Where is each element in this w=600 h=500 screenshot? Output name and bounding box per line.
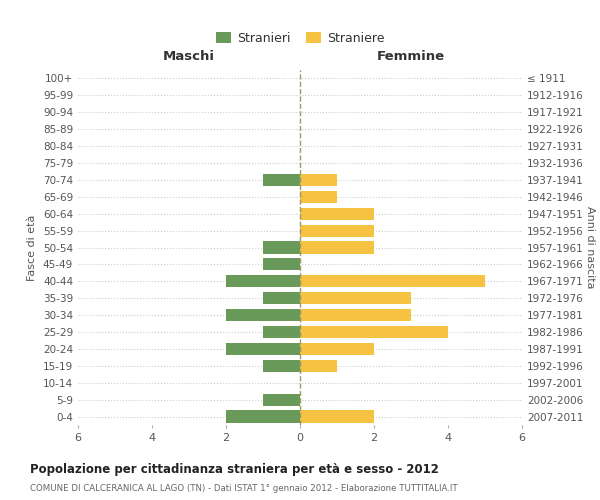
- Bar: [300, 190, 337, 203]
- Bar: [300, 326, 448, 338]
- Bar: [300, 360, 337, 372]
- Text: Maschi: Maschi: [163, 50, 215, 63]
- Bar: [300, 410, 374, 422]
- Bar: [300, 224, 374, 236]
- Bar: [263, 242, 300, 254]
- Bar: [263, 394, 300, 406]
- Bar: [226, 275, 300, 287]
- Bar: [226, 410, 300, 422]
- Bar: [300, 309, 411, 321]
- Bar: [300, 275, 485, 287]
- Bar: [300, 174, 337, 186]
- Bar: [300, 292, 411, 304]
- Text: COMUNE DI CALCERANICA AL LAGO (TN) - Dati ISTAT 1° gennaio 2012 - Elaborazione T: COMUNE DI CALCERANICA AL LAGO (TN) - Dat…: [30, 484, 458, 493]
- Legend: Stranieri, Straniere: Stranieri, Straniere: [211, 26, 389, 50]
- Bar: [263, 360, 300, 372]
- Y-axis label: Fasce di età: Fasce di età: [28, 214, 37, 280]
- Bar: [263, 292, 300, 304]
- Text: Femmine: Femmine: [377, 50, 445, 63]
- Bar: [226, 309, 300, 321]
- Y-axis label: Anni di nascita: Anni di nascita: [585, 206, 595, 289]
- Bar: [300, 208, 374, 220]
- Bar: [263, 326, 300, 338]
- Bar: [263, 174, 300, 186]
- Text: Popolazione per cittadinanza straniera per età e sesso - 2012: Popolazione per cittadinanza straniera p…: [30, 462, 439, 475]
- Bar: [263, 258, 300, 270]
- Bar: [300, 343, 374, 355]
- Bar: [226, 343, 300, 355]
- Bar: [300, 242, 374, 254]
